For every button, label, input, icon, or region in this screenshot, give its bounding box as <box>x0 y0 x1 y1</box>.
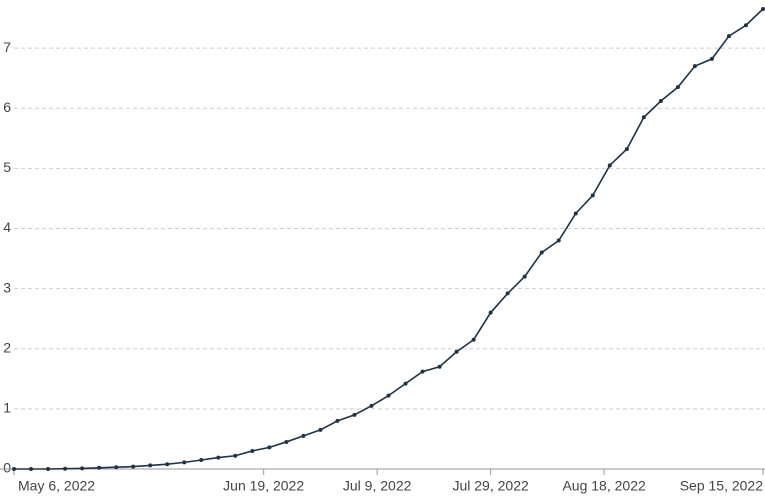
point <box>607 163 612 168</box>
x-tick-label: May 6, 2022 <box>18 478 95 494</box>
point <box>12 467 16 471</box>
point <box>386 393 391 398</box>
point <box>556 238 561 243</box>
x-tick-label: Jul 9, 2022 <box>343 478 412 494</box>
point <box>761 7 765 12</box>
point <box>233 453 238 458</box>
point <box>369 403 374 408</box>
y-tick-label: 2 <box>3 339 11 355</box>
point <box>454 349 459 354</box>
point <box>641 115 646 120</box>
point <box>80 466 85 471</box>
point <box>318 427 323 432</box>
point <box>97 465 102 470</box>
point <box>420 369 425 374</box>
point <box>692 64 697 69</box>
point <box>267 445 272 450</box>
y-tick-label: 1 <box>3 400 11 416</box>
point <box>522 274 527 279</box>
y-tick-label: 4 <box>3 219 11 235</box>
point <box>29 467 34 471</box>
point <box>539 250 544 255</box>
point <box>250 448 255 453</box>
point <box>63 466 68 471</box>
point <box>624 147 629 152</box>
point <box>199 457 204 462</box>
point <box>726 34 731 39</box>
point <box>658 99 663 104</box>
x-tick-label: Sep 15, 2022 <box>680 478 764 494</box>
point <box>488 310 493 315</box>
y-tick-label: 6 <box>3 99 11 115</box>
y-tick-label: 5 <box>3 159 11 175</box>
point <box>216 455 221 460</box>
point <box>148 463 153 468</box>
line <box>14 8 764 470</box>
point <box>471 337 476 342</box>
point <box>165 462 170 467</box>
point <box>46 467 51 471</box>
point <box>590 193 595 198</box>
point <box>131 464 136 469</box>
x-tick-label: Jul 29, 2022 <box>452 478 528 494</box>
point <box>709 56 714 61</box>
point <box>743 23 748 28</box>
point <box>114 465 119 470</box>
point <box>573 211 578 216</box>
point <box>301 433 306 438</box>
point <box>505 291 510 296</box>
x-tick-label: Jun 19, 2022 <box>223 478 304 494</box>
point <box>675 85 680 90</box>
point <box>182 460 187 465</box>
point <box>284 439 289 444</box>
y-tick-label: 7 <box>3 39 11 55</box>
y-tick-label: 0 <box>3 460 11 476</box>
x-tick-label: Aug 18, 2022 <box>562 478 646 494</box>
y-tick-label: 3 <box>3 279 11 295</box>
point <box>437 364 442 369</box>
point <box>403 381 408 386</box>
point <box>352 412 357 417</box>
point <box>335 418 340 423</box>
